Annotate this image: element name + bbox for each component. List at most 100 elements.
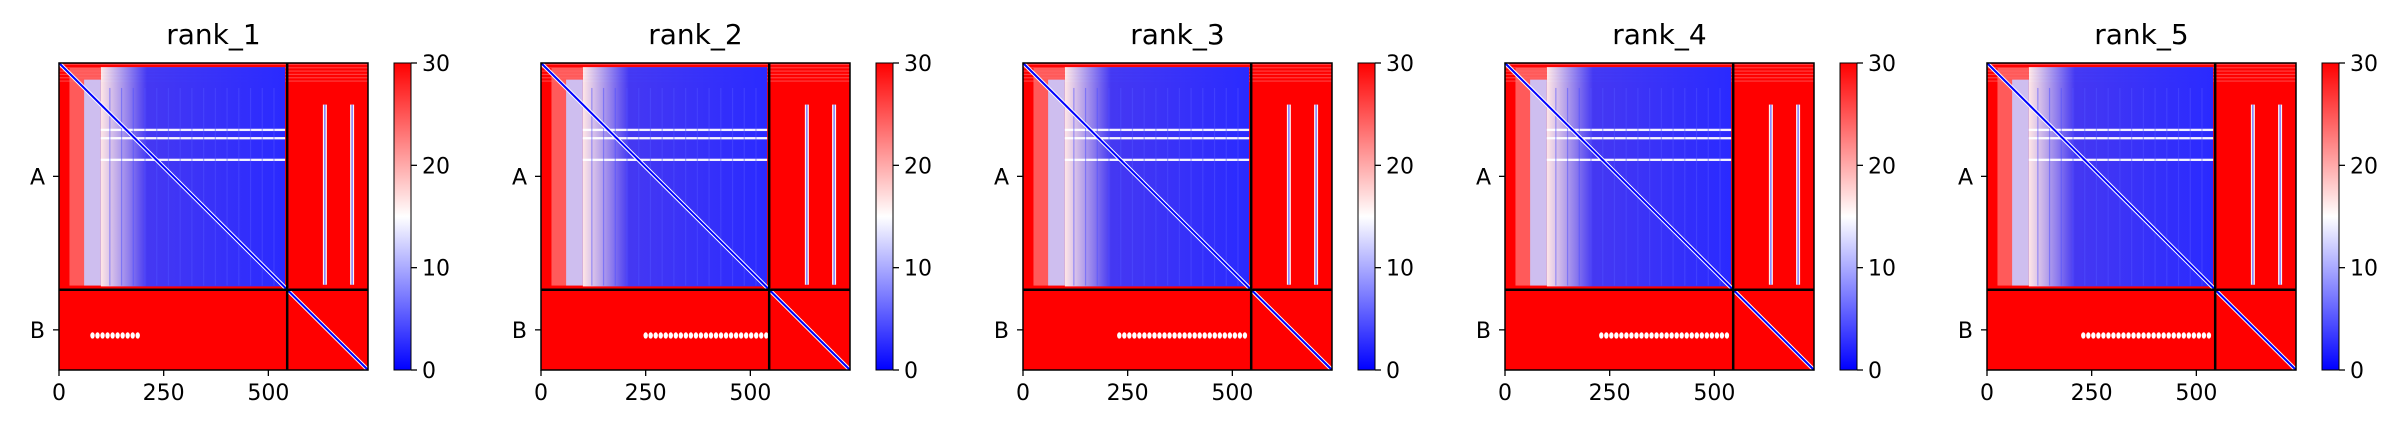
heatmap-streak — [273, 87, 275, 286]
x-tick-label: 250 — [625, 381, 667, 406]
heatmap-streak — [2142, 87, 2144, 286]
inter-chain-mark — [2206, 332, 2212, 339]
inter-chain-mark — [125, 332, 130, 339]
inter-chain-mark — [764, 332, 769, 339]
inter-chain-mark — [1694, 332, 1699, 339]
x-tick-label: 250 — [143, 381, 185, 406]
heatmap-streak — [1064, 137, 1250, 139]
inter-chain-mark — [1137, 332, 1142, 339]
heatmap-streak — [132, 87, 134, 286]
heatmap-streak — [1546, 137, 1732, 140]
inter-chain-mark — [2161, 332, 2166, 339]
heatmap-streak — [1637, 87, 1639, 286]
diagonal — [1986, 62, 2297, 371]
heatmap-streak — [1695, 87, 1698, 286]
colorbar-tick-label: 10 — [904, 257, 932, 282]
inter-chain-mark — [754, 332, 759, 339]
x-tick-label: 250 — [2071, 381, 2113, 406]
heatmap-streak — [673, 87, 675, 286]
inter-chain-mark — [1609, 332, 1614, 339]
y-tick-label: A — [512, 165, 527, 190]
inter-chain-mark — [1117, 332, 1122, 339]
inter-chain-mark — [2121, 332, 2126, 339]
inter-chain-mark — [2111, 332, 2116, 339]
heatmap-streak — [626, 87, 628, 286]
inter-chain-mark — [130, 332, 135, 339]
inter-chain-mark — [1177, 332, 1182, 339]
heatmap-streak — [614, 87, 616, 286]
inter-chain-mark — [1719, 332, 1725, 339]
colorbar-tick-label: 30 — [422, 52, 450, 77]
heatmap-streak — [2072, 87, 2074, 286]
inter-chain-mark — [1157, 332, 1162, 339]
heatmap-streak — [1546, 158, 1732, 161]
chain-a-block — [2028, 67, 2214, 287]
heatmap-streak — [1155, 87, 1157, 286]
chain-a-edge — [2012, 79, 2029, 286]
heatmap-texture — [1023, 63, 1332, 66]
heatmap-streak — [120, 87, 123, 286]
diagonal — [1022, 62, 1333, 371]
inter-chain-mark — [115, 332, 120, 339]
inter-chain-mark — [135, 332, 140, 339]
heatmap-streak — [582, 137, 768, 140]
heatmap-streak — [1546, 128, 1732, 131]
inter-chain-mark — [1709, 332, 1715, 339]
heatmap-streak — [2060, 87, 2062, 286]
axes-frame — [1986, 62, 2297, 371]
inter-chain-mark — [2171, 332, 2176, 339]
heatmap-streak — [203, 87, 205, 286]
x-tick-label: 500 — [2175, 381, 2217, 406]
inter-chain-mark — [105, 332, 110, 339]
inter-chain-mark — [2126, 332, 2131, 339]
heatmap-streak — [602, 87, 605, 286]
x-tick-label: 0 — [534, 381, 548, 406]
heatmap-streak — [100, 159, 286, 162]
colorbar-tick-label: 10 — [1868, 257, 1896, 282]
chain-b-streak — [1797, 104, 1799, 285]
chain-b-streak — [1770, 104, 1772, 285]
heatmap-streak — [1064, 128, 1250, 131]
heatmap-streak — [743, 87, 745, 286]
inter-chain-mark — [1689, 332, 1694, 339]
inter-chain-mark — [2131, 332, 2136, 339]
heatmap-streak — [649, 87, 652, 286]
heatmap-streak — [238, 87, 240, 286]
heatmap-streak — [1613, 87, 1616, 286]
diagonal — [1504, 62, 1815, 371]
heatmap-texture — [1987, 63, 2296, 66]
heatmap-streak — [1719, 87, 1721, 286]
x-tick-label: 0 — [1980, 381, 1994, 406]
inter-chain-mark — [1664, 332, 1669, 339]
inter-chain-mark — [678, 332, 684, 339]
chart-title: rank_2 — [648, 18, 742, 51]
inter-chain-mark — [1132, 332, 1137, 339]
heatmap-streak — [1120, 87, 1122, 286]
chain-b-streak — [2279, 104, 2281, 285]
x-tick-label: 500 — [247, 381, 289, 406]
inter-chain-mark — [2201, 332, 2207, 339]
y-tick-label: B — [1476, 319, 1491, 344]
heatmap-streak — [582, 128, 768, 131]
heatmap-streak — [1064, 129, 1250, 132]
heatmap-streak — [1707, 87, 1709, 286]
chain-a-block — [582, 67, 768, 287]
heatmap-streak — [708, 87, 710, 286]
heatmap-streak — [1143, 87, 1145, 286]
inter-chain-mark — [1242, 332, 1248, 339]
colorbar-tick-label: 10 — [2350, 257, 2378, 282]
heatmap-streak — [1546, 137, 1732, 139]
inter-chain-mark — [120, 332, 125, 339]
heatmap-streak — [1555, 87, 1557, 286]
heatmap-streak — [661, 87, 663, 286]
colorbar — [393, 62, 412, 371]
inter-chain-mark — [110, 332, 115, 339]
colorbar-tick-label: 10 — [422, 257, 450, 282]
chain-b-streak — [324, 104, 326, 285]
inter-chain-mark — [1684, 332, 1689, 339]
heatmap-streak — [1213, 87, 1216, 286]
heatmap-streak — [1625, 87, 1627, 286]
axes-frame — [1022, 62, 1333, 371]
inter-chain-mark — [2096, 332, 2101, 339]
heatmap-streak — [2107, 87, 2109, 286]
